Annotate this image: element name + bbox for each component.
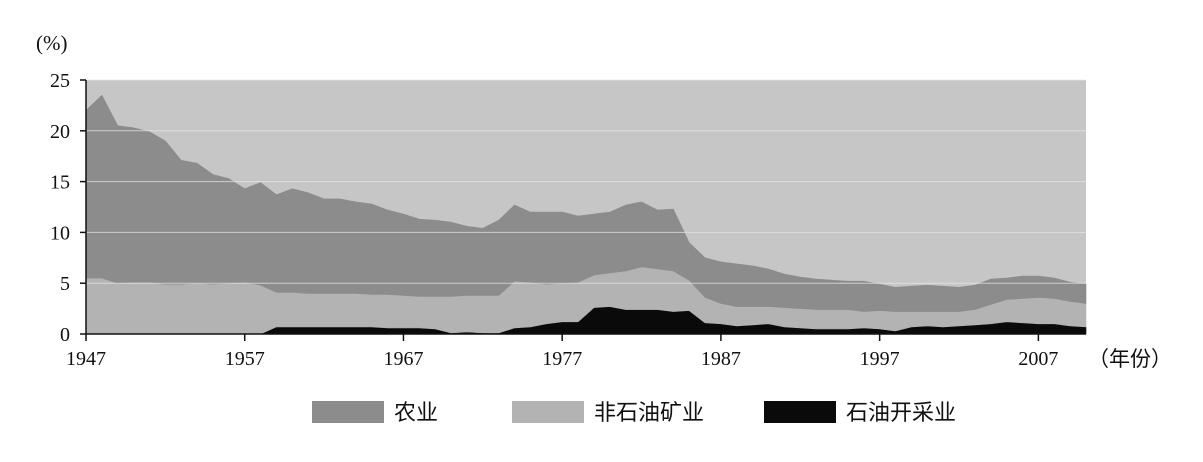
x-axis-unit-label: （年份） [1088, 347, 1172, 371]
x-tick-label: 1997 [860, 348, 900, 370]
legend-label-1: 非石油矿业 [594, 401, 704, 426]
legend: 农业 非石油矿业 石油开采业 [312, 401, 956, 426]
plot-area [85, 79, 1087, 335]
area-series-2 [85, 94, 1087, 312]
y-tick-label: 0 [60, 324, 70, 346]
x-tick-label: 1957 [225, 348, 265, 370]
legend-swatch-1 [512, 401, 584, 423]
x-tick-label: 1967 [383, 348, 423, 370]
x-tick-label: 1947 [66, 348, 106, 370]
y-tick-label: 10 [50, 222, 70, 244]
legend-swatch-2 [764, 401, 836, 423]
y-tick-label: 20 [50, 121, 70, 143]
y-tick-label: 5 [60, 273, 70, 295]
x-tick-label: 2007 [1018, 348, 1058, 370]
legend-label-0: 农业 [394, 401, 438, 426]
legend-swatch-0 [312, 401, 384, 423]
axes: 0 5 10 15 20 25 1947 1957 1967 1977 1987 1997 2007 [50, 70, 1086, 370]
y-axis-unit-label: (%) [36, 31, 67, 55]
legend-label-2: 石油开采业 [846, 401, 956, 426]
x-tick-label: 1977 [542, 348, 582, 370]
y-tick-label: 25 [50, 70, 70, 92]
y-tick-label: 15 [50, 172, 70, 194]
x-tick-label: 1987 [701, 348, 741, 370]
